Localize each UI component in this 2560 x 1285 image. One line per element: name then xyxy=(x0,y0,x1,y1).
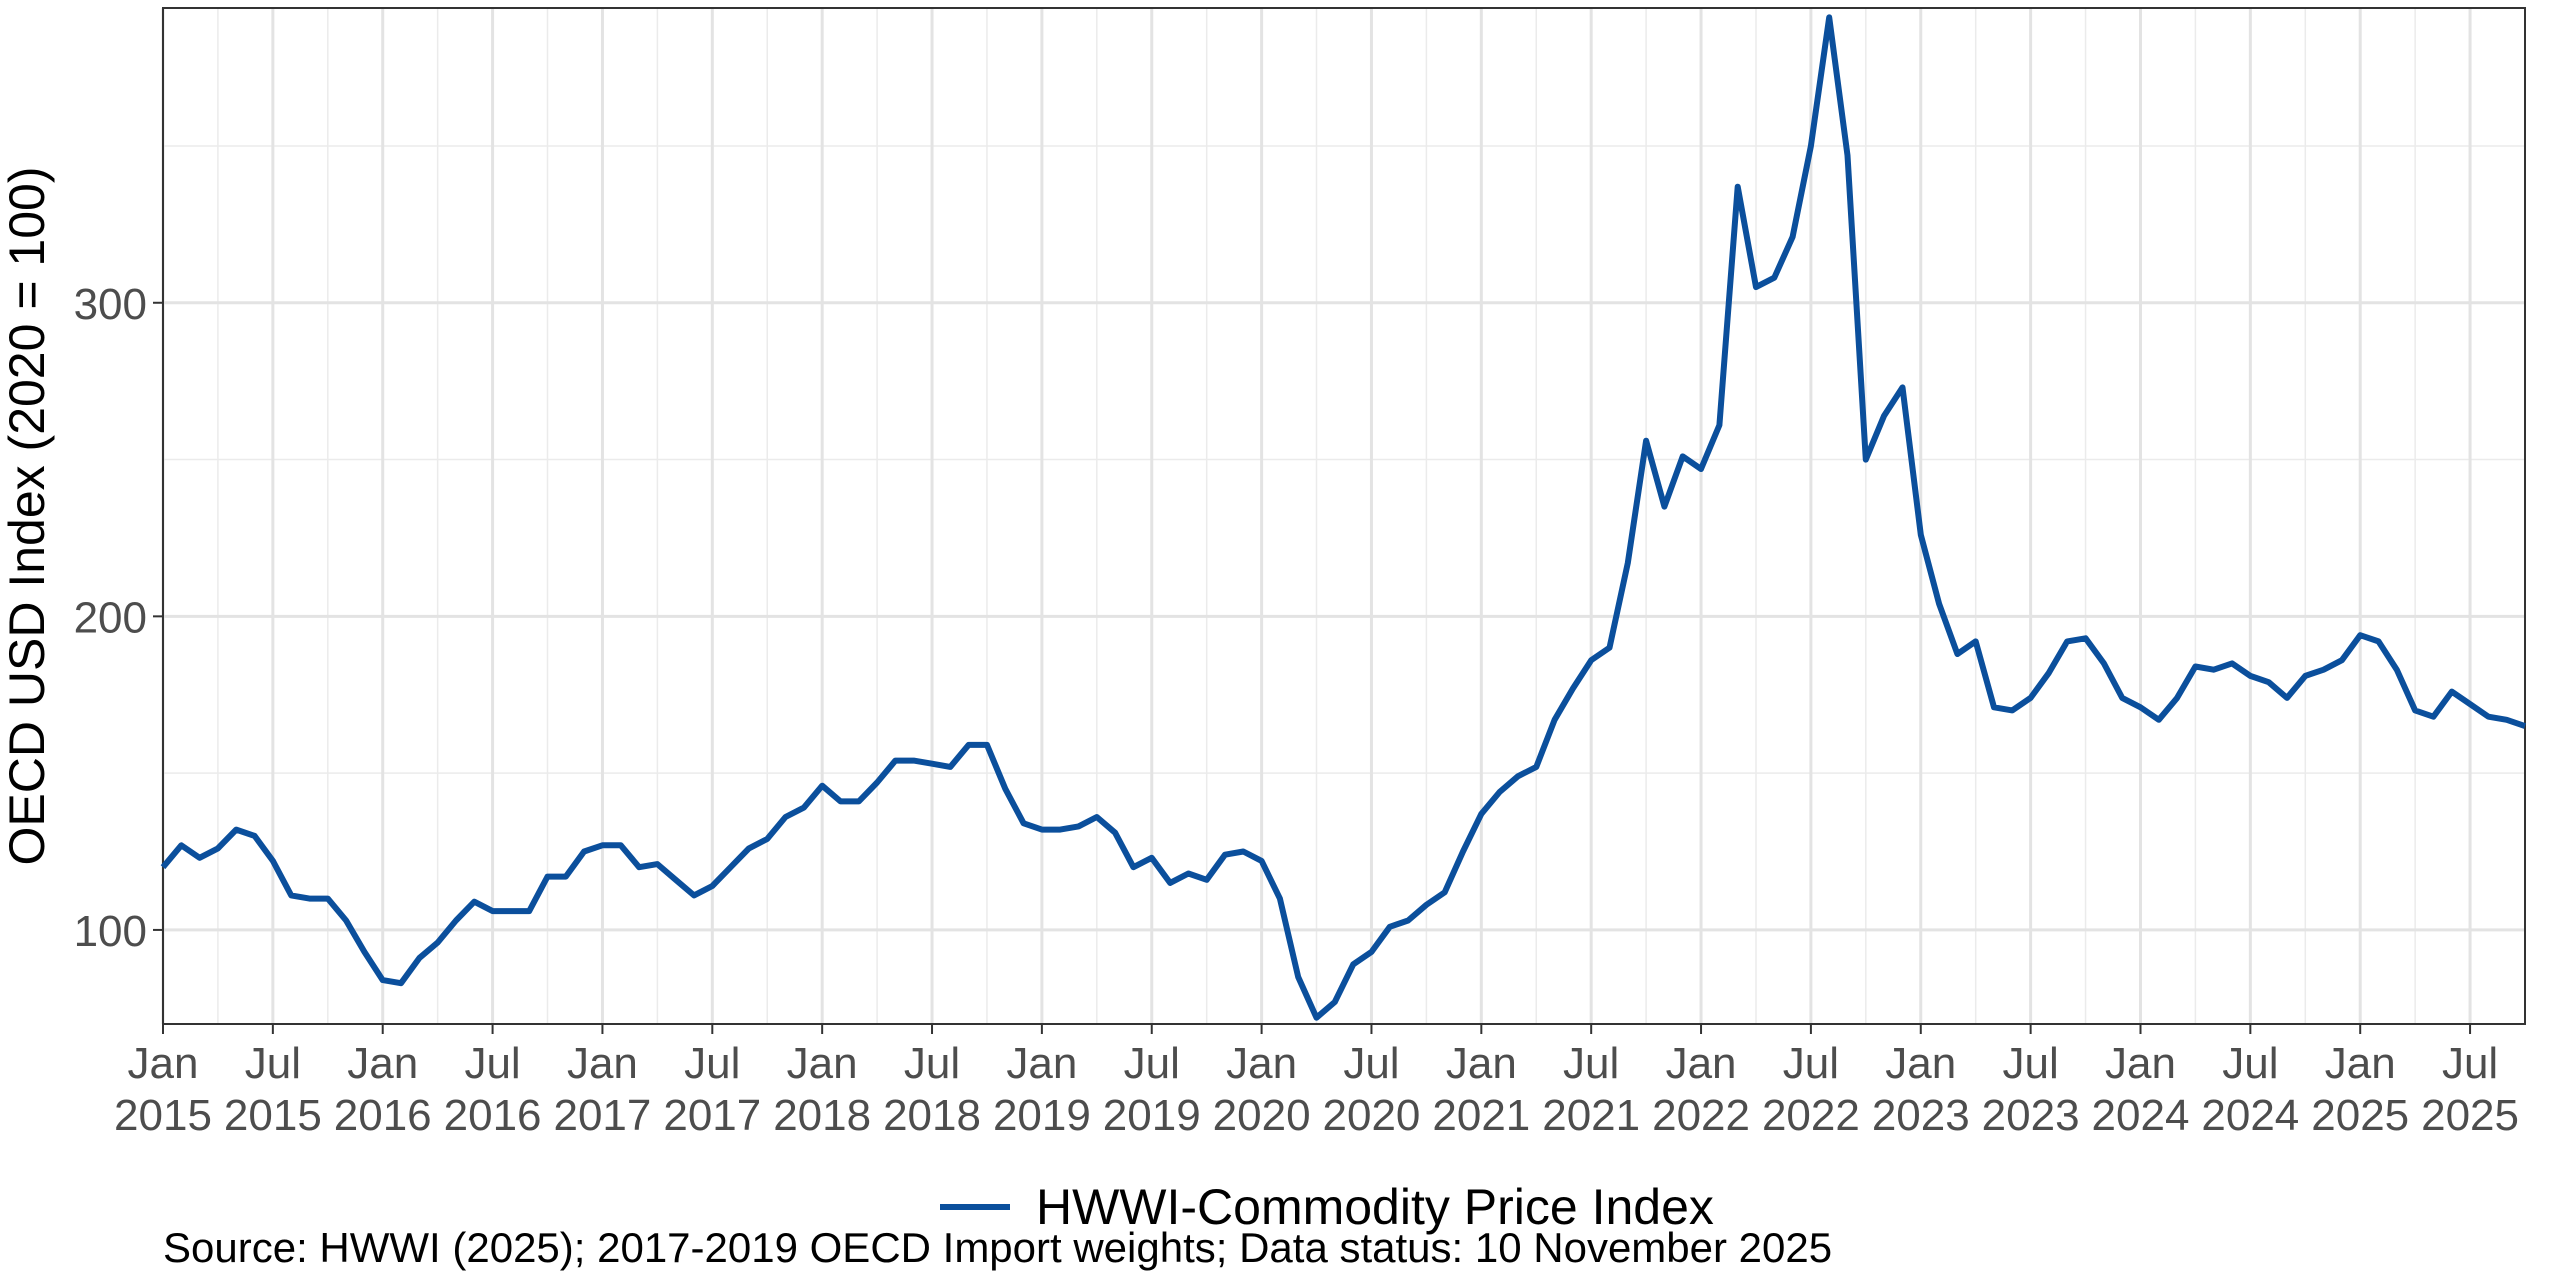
x-tick-label-month: Jan xyxy=(1226,1039,1297,1088)
x-tick-label-month: Jan xyxy=(128,1039,199,1088)
x-axis-ticks: Jan2015Jul2015Jan2016Jul2016Jan2017Jul20… xyxy=(114,1024,2519,1140)
series-line xyxy=(160,14,2526,1021)
x-tick-label-year: 2020 xyxy=(1323,1091,1421,1140)
plot-panel-border xyxy=(162,7,2526,1025)
y-tick-label: 200 xyxy=(74,593,147,642)
x-tick-label-month: Jan xyxy=(1885,1039,1956,1088)
x-tick-label-month: Jan xyxy=(1006,1039,1077,1088)
x-tick-label-month: Jan xyxy=(347,1039,418,1088)
y-axis-title: OECD USD Index (2020 = 100) xyxy=(0,167,55,866)
source-caption: Source: HWWI (2025); 2017-2019 OECD Impo… xyxy=(163,1224,1832,1271)
x-tick-label-year: 2023 xyxy=(1982,1091,2080,1140)
y-tick-label: 300 xyxy=(74,280,147,329)
x-tick-label-month: Jul xyxy=(245,1039,301,1088)
x-tick-label-year: 2022 xyxy=(1652,1091,1750,1140)
x-tick-label-year: 2022 xyxy=(1762,1091,1860,1140)
x-tick-label-month: Jul xyxy=(904,1039,960,1088)
x-tick-label-year: 2015 xyxy=(114,1091,212,1140)
x-tick-label-month: Jul xyxy=(2222,1039,2278,1088)
x-tick-label-year: 2023 xyxy=(1872,1091,1970,1140)
x-tick-label-year: 2024 xyxy=(2092,1091,2190,1140)
x-tick-label-year: 2015 xyxy=(224,1091,322,1140)
legend-label: HWWI-Commodity Price Index xyxy=(1036,1179,1714,1235)
x-tick-label-year: 2019 xyxy=(1103,1091,1201,1140)
x-tick-label-year: 2021 xyxy=(1542,1091,1640,1140)
x-tick-label-month: Jan xyxy=(1446,1039,1517,1088)
x-tick-label-year: 2024 xyxy=(2201,1091,2299,1140)
x-tick-label-month: Jan xyxy=(787,1039,858,1088)
x-tick-label-year: 2020 xyxy=(1213,1091,1311,1140)
x-tick-label-month: Jul xyxy=(1124,1039,1180,1088)
x-tick-label-year: 2018 xyxy=(773,1091,871,1140)
x-tick-label-month: Jul xyxy=(1783,1039,1839,1088)
x-tick-label-month: Jul xyxy=(2442,1039,2498,1088)
minor-gridlines xyxy=(163,8,2526,1024)
x-tick-label-year: 2016 xyxy=(334,1091,432,1140)
x-tick-label-month: Jul xyxy=(684,1039,740,1088)
x-tick-label-month: Jul xyxy=(2003,1039,2059,1088)
x-tick-label-month: Jan xyxy=(1666,1039,1737,1088)
x-tick-label-year: 2017 xyxy=(663,1091,761,1140)
x-tick-label-year: 2025 xyxy=(2311,1091,2409,1140)
major-gridlines xyxy=(161,8,2525,1024)
x-tick-label-month: Jan xyxy=(2105,1039,2176,1088)
x-tick-label-year: 2016 xyxy=(444,1091,542,1140)
x-tick-label-month: Jan xyxy=(567,1039,638,1088)
x-tick-label-month: Jul xyxy=(464,1039,520,1088)
x-tick-label-month: Jul xyxy=(1563,1039,1619,1088)
legend: HWWI-Commodity Price Index xyxy=(940,1179,1714,1235)
y-axis-ticks: 100 200 300 xyxy=(74,280,163,956)
series-layer xyxy=(160,14,2526,1021)
x-tick-label-month: Jan xyxy=(2325,1039,2396,1088)
y-tick-label: 100 xyxy=(74,907,147,956)
x-tick-label-year: 2017 xyxy=(553,1091,651,1140)
x-tick-label-month: Jul xyxy=(1343,1039,1399,1088)
x-tick-label-year: 2025 xyxy=(2421,1091,2519,1140)
x-tick-label-year: 2021 xyxy=(1432,1091,1530,1140)
x-tick-label-year: 2018 xyxy=(883,1091,981,1140)
x-tick-label-year: 2019 xyxy=(993,1091,1091,1140)
